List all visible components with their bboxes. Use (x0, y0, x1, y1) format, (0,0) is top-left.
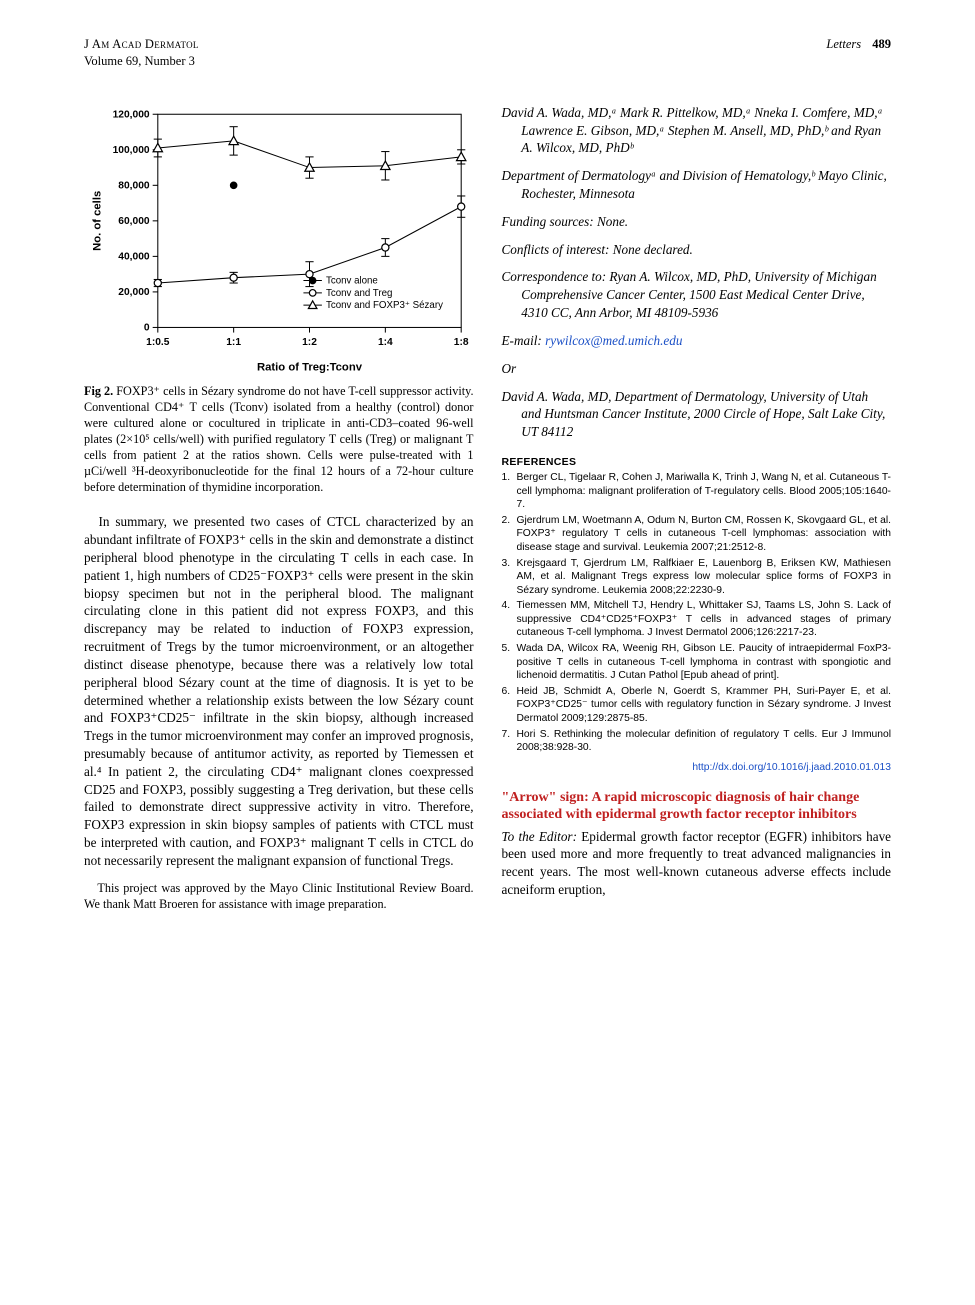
acknowledgment: This project was approved by the Mayo Cl… (84, 880, 474, 913)
chart-svg: 0 20,000 40,000 60,000 80,000 100,000 120,000 N… (84, 104, 474, 377)
email-label: E-mail: (502, 333, 542, 348)
running-head-right: Letters 489 (826, 36, 891, 70)
svg-text:0: 0 (144, 322, 150, 333)
svg-text:No. of cells: No. of cells (91, 191, 103, 251)
page-number: 489 (872, 37, 891, 51)
reference-item: Heid JB, Schmidt A, Oberle N, Goerdt S, … (502, 685, 892, 726)
svg-text:Tconv alone: Tconv alone (326, 275, 378, 286)
funding-line: Funding sources: None. (502, 213, 892, 231)
running-head: J Am Acad Dermatol Volume 69, Number 3 L… (84, 36, 891, 70)
correspondence-2: David A. Wada, MD, Department of Dermato… (502, 388, 892, 441)
svg-text:100,000: 100,000 (113, 145, 150, 156)
reference-item: Wada DA, Wilcox RA, Weenig RH, Gibson LE… (502, 642, 892, 683)
references-list: Berger CL, Tigelaar R, Cohen J, Mariwall… (502, 471, 892, 755)
fig-text: FOXP3⁺ cells in Sézary syndrome do not h… (84, 384, 474, 493)
svg-text:1:1: 1:1 (226, 337, 241, 348)
svg-text:20,000: 20,000 (118, 287, 150, 298)
affiliations: Department of Dermatologyᵃ and Division … (502, 167, 892, 203)
section-name: Letters (826, 37, 861, 51)
doi-line: http://dx.doi.org/10.1016/j.jaad.2010.01… (502, 761, 892, 775)
reference-item: Tiemessen MM, Mitchell TJ, Hendry L, Whi… (502, 599, 892, 640)
svg-text:Tconv and Treg: Tconv and Treg (326, 288, 392, 299)
right-column: David A. Wada, MD,ᵃ Mark R. Pittelkow, M… (502, 104, 892, 913)
coi-line: Conflicts of interest: None declared. (502, 241, 892, 259)
svg-text:1:4: 1:4 (378, 337, 393, 348)
references-heading: REFERENCES (502, 455, 892, 469)
svg-text:120,000: 120,000 (113, 109, 150, 120)
next-letter-body: To the Editor: Epidermal growth factor r… (502, 828, 892, 899)
svg-text:1:2: 1:2 (302, 337, 317, 348)
reference-item: Gjerdrum LM, Woetmann A, Odum N, Burton … (502, 514, 892, 555)
figure-2: 0 20,000 40,000 60,000 80,000 100,000 120,000 N… (84, 104, 474, 377)
svg-text:60,000: 60,000 (118, 216, 150, 227)
journal-name: J Am Acad Dermatol (84, 36, 199, 53)
figure-caption: Fig 2. FOXP3⁺ cells in Sézary syndrome d… (84, 384, 474, 495)
doi-link[interactable]: http://dx.doi.org/10.1016/j.jaad.2010.01… (692, 762, 891, 773)
email-line: E-mail: rywilcox@med.umich.edu (502, 332, 892, 350)
fig-label: Fig 2. (84, 384, 113, 398)
reference-item: Krejsgaard T, Gjerdrum LM, Ralfkiaer E, … (502, 557, 892, 598)
reference-item: Berger CL, Tigelaar R, Cohen J, Mariwall… (502, 471, 892, 512)
svg-text:Ratio of Treg:Tconv: Ratio of Treg:Tconv (257, 361, 363, 373)
svg-text:1:8: 1:8 (454, 337, 469, 348)
reference-item: Hori S. Rethinking the molecular definit… (502, 728, 892, 755)
left-column: 0 20,000 40,000 60,000 80,000 100,000 120,000 N… (84, 104, 474, 913)
running-head-left: J Am Acad Dermatol Volume 69, Number 3 (84, 36, 199, 70)
author-list: David A. Wada, MD,ᵃ Mark R. Pittelkow, M… (502, 104, 892, 157)
issue-line: Volume 69, Number 3 (84, 53, 199, 70)
body-paragraph: In summary, we presented two cases of CT… (84, 513, 474, 869)
svg-text:1:0.5: 1:0.5 (146, 337, 170, 348)
svg-text:40,000: 40,000 (118, 251, 150, 262)
to-editor: To the Editor: (502, 829, 577, 844)
correspondence: Correspondence to: Ryan A. Wilcox, MD, P… (502, 268, 892, 321)
email-link[interactable]: rywilcox@med.umich.edu (545, 333, 682, 348)
next-letter-title: "Arrow" sign: A rapid microscopic diagno… (502, 789, 892, 824)
svg-text:Tconv and FOXP3⁺ Sézary: Tconv and FOXP3⁺ Sézary (326, 300, 443, 311)
svg-text:80,000: 80,000 (118, 180, 150, 191)
or-line: Or (502, 360, 892, 378)
